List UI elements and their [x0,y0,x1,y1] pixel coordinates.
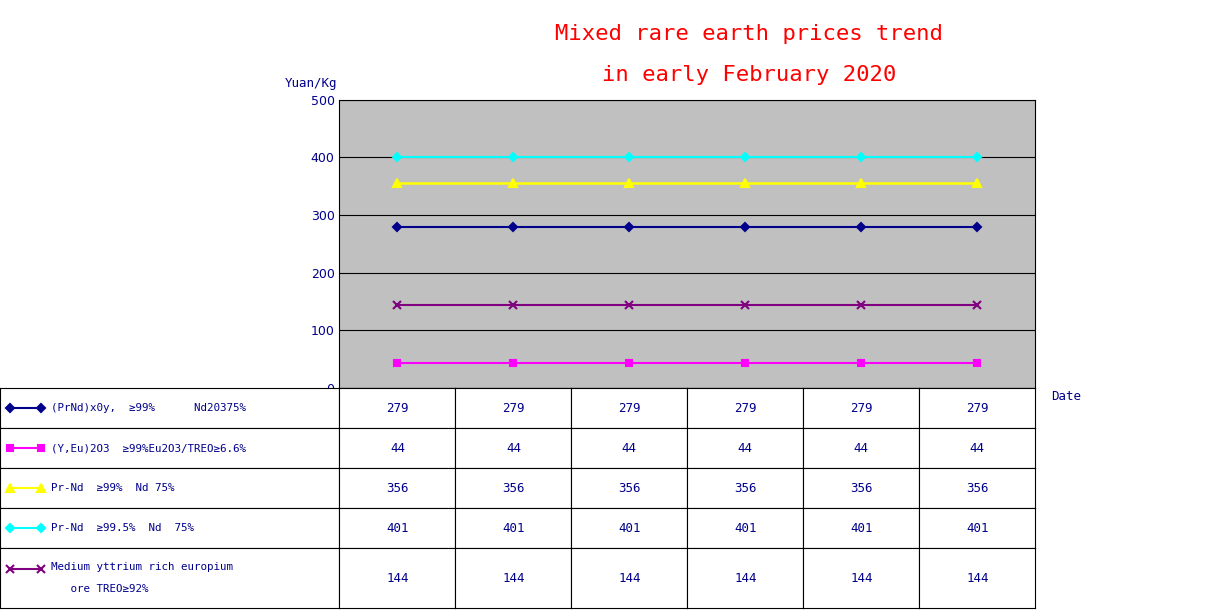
Text: Yuan/Kg: Yuan/Kg [285,77,337,90]
Text: 279: 279 [850,402,872,415]
Text: 44: 44 [970,442,985,455]
Text: in early February 2020: in early February 2020 [602,65,896,85]
Text: 279: 279 [734,402,756,415]
Text: (Y,Eu)2O3  ≥99%Eu2O3/TREO≥6.6%: (Y,Eu)2O3 ≥99%Eu2O3/TREO≥6.6% [51,443,246,453]
Text: 144: 144 [966,572,988,585]
Text: 401: 401 [734,522,756,535]
Text: 401: 401 [387,522,408,535]
Text: 401: 401 [966,522,988,535]
Text: Pr-Nd  ≥99%  Nd 75%: Pr-Nd ≥99% Nd 75% [51,483,174,493]
Text: Medium yttrium rich europium: Medium yttrium rich europium [51,562,233,572]
Text: 144: 144 [503,572,524,585]
Text: (PrNd)x0y,  ≥99%      Nd20375%: (PrNd)x0y, ≥99% Nd20375% [51,403,246,413]
Text: Pr-Nd  ≥99.5%  Nd  75%: Pr-Nd ≥99.5% Nd 75% [51,523,194,533]
Text: 44: 44 [854,442,869,455]
Text: 356: 356 [734,482,756,495]
Text: 356: 356 [618,482,640,495]
Text: 144: 144 [387,572,408,585]
Text: Date: Date [1051,390,1081,403]
Text: 279: 279 [387,402,408,415]
Text: 279: 279 [503,402,524,415]
Text: 356: 356 [387,482,408,495]
Text: 279: 279 [618,402,640,415]
Text: 44: 44 [622,442,637,455]
Text: 44: 44 [506,442,521,455]
Text: 144: 144 [850,572,872,585]
Text: 401: 401 [618,522,640,535]
Text: 44: 44 [390,442,405,455]
Text: 356: 356 [966,482,988,495]
Text: 44: 44 [738,442,753,455]
Text: 144: 144 [618,572,640,585]
Text: 356: 356 [850,482,872,495]
Text: 401: 401 [503,522,524,535]
Text: 279: 279 [966,402,988,415]
Text: ore TREO≥92%: ore TREO≥92% [51,584,149,594]
Text: 144: 144 [734,572,756,585]
Text: 356: 356 [503,482,524,495]
Text: 401: 401 [850,522,872,535]
Text: Mixed rare earth prices trend: Mixed rare earth prices trend [554,24,943,44]
